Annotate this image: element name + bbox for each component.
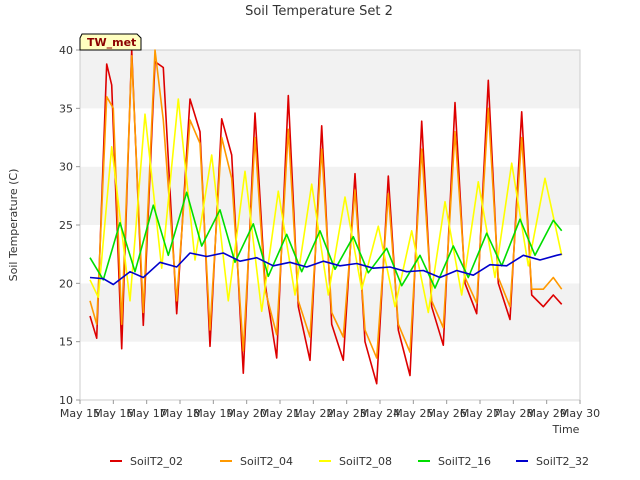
- y-tick-label: 15: [59, 336, 73, 349]
- grid-band: [80, 166, 580, 225]
- x-axis-label: Time: [552, 423, 580, 436]
- chart-title: Soil Temperature Set 2: [245, 4, 393, 19]
- x-tick-label: May 27: [460, 407, 500, 420]
- y-tick-label: 10: [59, 394, 73, 407]
- site-badge: TW_met: [79, 33, 142, 51]
- series-line-soilt2-32: [89, 252, 562, 286]
- site-badge-label: TW_met: [87, 36, 136, 49]
- x-tick-label: May 26: [427, 407, 467, 420]
- series-line-soilt2-08: [89, 98, 563, 314]
- y-axis-label: Soil Temperature (C): [7, 169, 20, 282]
- series-line-soilt2-02: [89, 49, 563, 385]
- x-tick-label: May 17: [127, 407, 167, 420]
- y-axis-ticks: 10 15 20 25 30 35 40: [59, 44, 80, 407]
- x-tick-label: May 23: [327, 407, 367, 420]
- y-tick-label: 25: [59, 219, 73, 232]
- x-tick-label: May 28: [493, 407, 533, 420]
- x-tick-label: May 18: [160, 407, 200, 420]
- legend-label: SoilT2_32: [536, 455, 589, 468]
- x-tick-label: May 19: [193, 407, 233, 420]
- legend-label: SoilT2_16: [438, 455, 491, 468]
- x-tick-label: May 21: [260, 407, 300, 420]
- y-tick-label: 40: [59, 44, 73, 57]
- legend-label: SoilT2_08: [339, 455, 392, 468]
- x-tick-label: May 29: [527, 407, 567, 420]
- series-line-soilt2-04: [89, 49, 563, 359]
- y-tick-label: 35: [59, 102, 73, 115]
- x-tick-label: May 16: [93, 407, 133, 420]
- y-tick-label: 30: [59, 161, 73, 174]
- x-tick-label: May 25: [393, 407, 433, 420]
- x-tick-label: May 30: [560, 407, 600, 420]
- series-lines: [89, 49, 563, 385]
- site-badge-box: [79, 33, 142, 51]
- x-tick-label: May 22: [293, 407, 333, 420]
- legend: SoilT2_02 SoilT2_04 SoilT2_08 SoilT2_16 Soil…: [110, 455, 589, 468]
- x-tick-label: May 15: [60, 407, 100, 420]
- grid-band: [80, 108, 580, 167]
- grid-bands: [80, 50, 580, 400]
- series-line-soilt2-16: [89, 191, 563, 289]
- x-tick-label: May 20: [227, 407, 267, 420]
- legend-label: SoilT2_02: [130, 455, 183, 468]
- legend-label: SoilT2_04: [240, 455, 293, 468]
- x-tick-label: May 24: [360, 407, 400, 420]
- y-tick-label: 20: [59, 277, 73, 290]
- grid-band: [80, 341, 580, 400]
